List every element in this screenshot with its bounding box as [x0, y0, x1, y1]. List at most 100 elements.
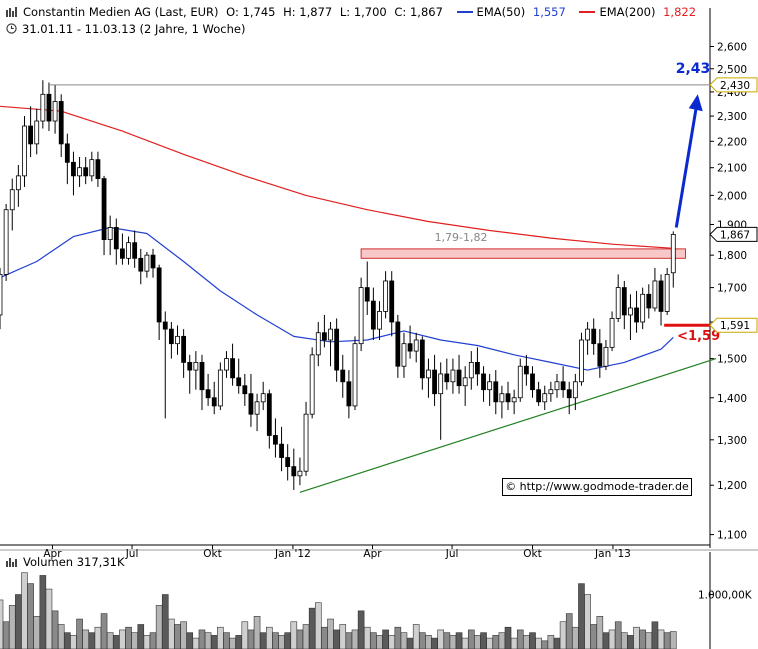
candle [52, 84, 58, 134]
candle [358, 277, 364, 352]
candle [236, 358, 242, 394]
instrument-name: Constantin Medien AG (Last, EUR) [23, 5, 219, 19]
volume-bar [376, 635, 383, 649]
candle-body [211, 397, 217, 407]
candle-body [383, 280, 389, 312]
candle-body [603, 346, 609, 367]
candle [432, 354, 437, 406]
candle [658, 274, 664, 326]
volume-bar [186, 632, 194, 649]
volume-bar [333, 629, 340, 649]
price-tag-label: 1,591 [720, 320, 750, 332]
candle [126, 236, 131, 265]
trendline [299, 358, 717, 493]
volume-bar [627, 635, 634, 649]
volume-bar [125, 626, 132, 649]
candle-body [101, 178, 107, 241]
candle [523, 354, 529, 386]
candle-body [291, 466, 297, 477]
candle-body [530, 373, 535, 391]
volume-bar [553, 637, 561, 649]
candle [493, 370, 499, 415]
volume-header: Volumen 317,31K [6, 555, 125, 569]
x-tick-label: Apr [363, 548, 382, 560]
volume-bar [155, 605, 163, 649]
candle-body [352, 343, 358, 407]
candle-body [217, 369, 223, 407]
x-tick-label: Jan '12 [274, 548, 311, 560]
candle-body [517, 365, 523, 399]
volume-bar [382, 629, 389, 649]
candle-body [28, 125, 34, 145]
candle-body [205, 389, 211, 399]
candle-body [358, 287, 364, 345]
candle-body [523, 365, 529, 375]
candle-body [156, 267, 162, 323]
candle [468, 351, 474, 390]
volume-bar [431, 637, 438, 649]
candle [401, 332, 407, 378]
volume-bar [223, 632, 230, 649]
candle-body [120, 248, 125, 259]
candle [634, 290, 639, 333]
candle-body [609, 318, 615, 348]
candle-body [389, 280, 395, 323]
candle [426, 358, 431, 398]
volume-bar [400, 632, 408, 649]
volume-bar [241, 621, 249, 649]
candle-body [475, 362, 480, 375]
volume-icon [6, 558, 17, 567]
close-value: C: 1,867 [394, 5, 443, 19]
volume-bar [419, 632, 426, 649]
candle [242, 373, 248, 406]
volume-bar [94, 626, 102, 649]
volume-bar [27, 583, 34, 649]
candle [175, 325, 180, 355]
candle-body [548, 389, 554, 395]
candle-body [652, 280, 658, 309]
volume-bar [663, 632, 671, 649]
volume-bar [443, 632, 451, 649]
candle-body [187, 362, 193, 371]
candle [309, 347, 315, 419]
x-tick-label: Jan '13 [594, 548, 631, 560]
candle [554, 373, 560, 398]
candle-body [346, 381, 352, 407]
candle-body [199, 362, 205, 391]
candle-body [303, 413, 309, 472]
candle [187, 354, 193, 394]
candle [370, 287, 376, 341]
low-value: L: 1,700 [339, 5, 387, 19]
candle-body [481, 373, 486, 391]
candle-body [566, 389, 572, 399]
volume-bar [76, 618, 83, 649]
candle-body [168, 328, 174, 345]
candle-body [615, 287, 621, 319]
candle-body [413, 339, 419, 352]
copyright-notice[interactable]: © http://www.godmode-trader.de [502, 478, 692, 496]
volume-bar [437, 629, 444, 649]
candle [260, 381, 266, 411]
candle-body [273, 435, 278, 445]
candle-body [71, 161, 76, 177]
volume-bar [57, 624, 65, 649]
volume-bar [572, 626, 579, 649]
volume-bar [143, 635, 151, 649]
x-tick-label: Okt [203, 548, 221, 560]
target-arrow-head [688, 94, 703, 112]
volume-bar [235, 635, 243, 649]
candle [352, 336, 358, 411]
candle [83, 156, 89, 185]
volume-bar [204, 632, 212, 649]
candle [395, 314, 401, 378]
candle [107, 215, 113, 256]
volume-bar [302, 624, 310, 649]
candle-body [554, 381, 560, 391]
candle-body [670, 234, 676, 274]
volume-bar [455, 632, 463, 649]
candle [383, 271, 389, 319]
candle [364, 261, 370, 315]
y-tick-label: 2,200 [717, 136, 747, 148]
candle-body [340, 369, 346, 383]
candle [28, 106, 34, 157]
